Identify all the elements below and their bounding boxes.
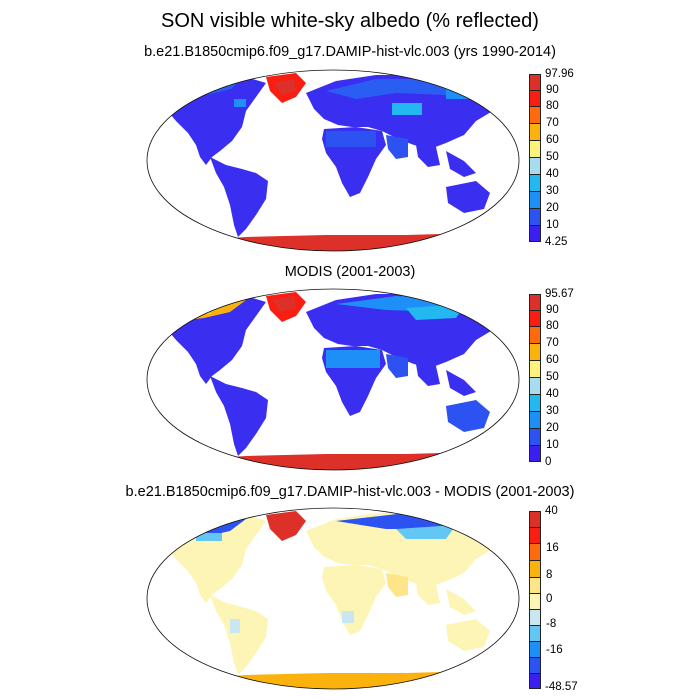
figure-title: SON visible white-sky albedo (% reflecte… [161,10,539,32]
world-map-model [146,69,520,252]
colorbar-box [529,343,541,360]
colorbar-box [529,140,541,157]
colorbar-label: 90 [546,84,559,96]
colorbar-box [529,411,541,428]
colorbar-label: 10 [546,439,559,451]
colorbar-box [529,157,541,174]
map-panel-model [146,69,520,252]
colorbar-box [529,74,541,90]
colorbar-label: -8 [546,618,557,630]
colorbar-box [529,445,541,462]
panel-obs-subtitle: MODIS (2001-2003) [284,264,416,280]
colorbar-label: 50 [546,371,559,383]
map-panel-diff [146,507,520,690]
colorbar-box [529,625,541,641]
colorbar-box [529,577,541,593]
colorbar-box [529,310,541,326]
colorbar-box [529,560,541,577]
colorbar-box [529,527,541,543]
colorbar-label: 8 [546,569,553,581]
colorbar-box [529,609,541,625]
colorbar-label: 16 [546,542,559,554]
colorbar-box [529,593,541,609]
colorbar-label: 40 [546,388,559,400]
colorbar-label: 60 [546,354,559,366]
colorbar-label: 90 [546,304,559,316]
colorbar-box [529,294,541,310]
panel-model-subtitle: b.e21.B1850cmip6.f09_g17.DAMIP-hist-vlc.… [144,44,556,60]
colorbar-label: 20 [546,202,559,214]
colorbar-box [529,326,541,343]
colorbar-label: 80 [546,320,559,332]
colorbar-label: 60 [546,134,559,146]
colorbar-box [529,208,541,225]
colorbar-box [529,174,541,191]
colorbar-label: 20 [546,422,559,434]
world-map-diff [146,507,520,690]
colorbar-label: 95.67 [545,288,574,300]
colorbar-label: 70 [546,117,559,129]
colorbar-box [529,90,541,106]
colorbar-box [529,511,541,527]
colorbar-box [529,657,541,673]
colorbar-label: 0 [546,593,553,605]
colorbar-label: 80 [546,100,559,112]
colorbar-box [529,377,541,394]
colorbar-box [529,191,541,208]
colorbar-label: 30 [546,405,559,417]
colorbar-label: 0 [545,456,552,468]
colorbar-label: 40 [546,168,559,180]
colorbar-box [529,641,541,657]
colorbar-label: 97.96 [545,68,574,80]
colorbar-box [529,225,541,242]
colorbar-box [529,673,541,689]
world-map-obs [146,288,520,471]
colorbar-box [529,428,541,445]
colorbar-label: 30 [546,185,559,197]
colorbar-box [529,543,541,560]
colorbar-label: 50 [546,151,559,163]
colorbar-label: 40 [545,505,558,517]
colorbar-label: 10 [546,219,559,231]
colorbar-label: -16 [546,644,563,656]
colorbar-label: -48.57 [545,681,578,693]
colorbar-box [529,123,541,140]
colorbar-box [529,360,541,377]
panel-diff-subtitle: b.e21.B1850cmip6.f09_g17.DAMIP-hist-vlc.… [125,484,575,500]
map-panel-obs [146,288,520,471]
colorbar-box [529,394,541,411]
colorbar-label: 4.25 [545,236,568,248]
colorbar-label: 70 [546,337,559,349]
colorbar-box [529,106,541,123]
